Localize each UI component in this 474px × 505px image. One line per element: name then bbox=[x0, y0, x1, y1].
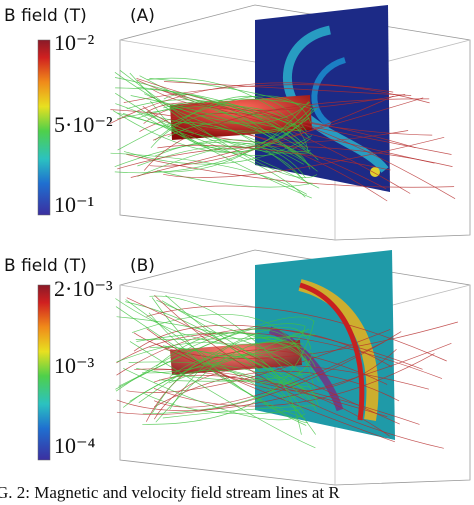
stream-line bbox=[142, 106, 409, 144]
stream-line bbox=[142, 328, 310, 374]
stream-line bbox=[163, 101, 302, 132]
colorbar-title: B field (T) bbox=[4, 6, 87, 26]
box-frame bbox=[119, 249, 471, 486]
stream-line bbox=[153, 353, 435, 407]
stream-line bbox=[157, 170, 313, 188]
field-swirl bbox=[268, 326, 344, 412]
stream-line bbox=[119, 70, 318, 178]
stream-line bbox=[116, 331, 402, 415]
caption: G. 2: Magnetic and velocity field stream… bbox=[0, 483, 340, 502]
stream-line bbox=[123, 135, 313, 165]
stream-line bbox=[149, 78, 314, 110]
stream-line bbox=[134, 368, 388, 418]
stream-line bbox=[146, 102, 411, 194]
stream-line bbox=[136, 77, 433, 136]
stream-line bbox=[142, 365, 308, 415]
stream-line bbox=[154, 365, 429, 420]
stream-line bbox=[115, 92, 312, 199]
stream-line bbox=[149, 95, 394, 167]
stream-line bbox=[155, 342, 320, 423]
stream-line bbox=[129, 341, 316, 449]
stream-line bbox=[163, 136, 445, 178]
stream-line bbox=[116, 342, 302, 435]
stream-line bbox=[137, 142, 311, 177]
stream-line bbox=[155, 101, 310, 173]
stream-line bbox=[135, 334, 316, 340]
stream-line bbox=[115, 103, 320, 189]
field-swirl bbox=[299, 282, 365, 421]
stream-line bbox=[123, 367, 306, 421]
stream-line bbox=[116, 342, 452, 411]
colorbar-title: B field (T) bbox=[4, 256, 87, 276]
stream-line bbox=[114, 117, 310, 174]
stream-line bbox=[143, 98, 430, 171]
stream-line bbox=[168, 346, 303, 384]
stream-line bbox=[126, 153, 455, 188]
stream-lines bbox=[115, 295, 458, 449]
stream-line bbox=[126, 297, 400, 425]
colorbar-tick: 10⁻³ bbox=[54, 353, 95, 378]
stream-line bbox=[167, 122, 312, 155]
stream-line bbox=[163, 81, 412, 96]
stream-line bbox=[163, 94, 315, 169]
panel-a: B field (T) (A) 10⁻² 5·10⁻² 10⁻¹ bbox=[4, 4, 471, 241]
stream-line bbox=[154, 370, 400, 408]
stream-line bbox=[152, 129, 387, 190]
stream-line bbox=[169, 336, 318, 410]
stream-line bbox=[152, 355, 304, 414]
stream-line bbox=[130, 97, 424, 178]
stream-line bbox=[128, 361, 317, 411]
colorbar-tick: 2·10⁻³ bbox=[54, 276, 113, 301]
stream-line bbox=[148, 312, 306, 419]
stream-line bbox=[115, 323, 307, 390]
colorbar-tick: 5·10⁻² bbox=[54, 112, 113, 137]
stream-line bbox=[136, 332, 316, 368]
stream-line bbox=[116, 316, 301, 372]
stream-line bbox=[122, 369, 304, 418]
colorbar bbox=[37, 39, 51, 216]
stream-line bbox=[125, 299, 301, 398]
panel-b: B field (T) (B) 2·10⁻³ 10⁻³ 10⁻⁴ bbox=[4, 249, 471, 486]
stream-line bbox=[154, 139, 318, 172]
field-swirl bbox=[311, 57, 346, 128]
stream-line bbox=[154, 95, 307, 141]
stream-line bbox=[142, 392, 301, 415]
stream-line bbox=[156, 343, 396, 443]
stream-line bbox=[143, 103, 456, 200]
stream-line bbox=[137, 86, 306, 150]
stream-line bbox=[109, 82, 430, 124]
stream-line bbox=[158, 372, 311, 382]
colorbar-tick: 10⁻¹ bbox=[54, 192, 94, 217]
colorbar-tick: 10⁻² bbox=[54, 30, 95, 55]
stream-line bbox=[116, 332, 443, 379]
stream-line bbox=[156, 299, 304, 345]
stream-line bbox=[115, 87, 309, 149]
stream-line bbox=[146, 305, 447, 362]
panel-label: (A) bbox=[130, 6, 155, 26]
stream-line bbox=[142, 321, 315, 425]
stream-line bbox=[147, 107, 313, 150]
stream-line bbox=[136, 111, 311, 156]
stream-line bbox=[136, 79, 435, 164]
stream-line bbox=[145, 349, 388, 422]
panel-label: (B) bbox=[130, 256, 155, 276]
colorbar-tick: 10⁻⁴ bbox=[54, 433, 96, 458]
stream-line bbox=[117, 112, 311, 153]
box-frame bbox=[119, 4, 471, 241]
stream-line bbox=[157, 144, 391, 171]
colorbar bbox=[37, 284, 51, 461]
stream-line bbox=[123, 84, 394, 103]
stream-line bbox=[144, 93, 311, 124]
stream-line bbox=[154, 295, 444, 449]
stream-line bbox=[117, 145, 453, 170]
stream-lines bbox=[109, 70, 456, 202]
stream-line bbox=[150, 111, 303, 149]
